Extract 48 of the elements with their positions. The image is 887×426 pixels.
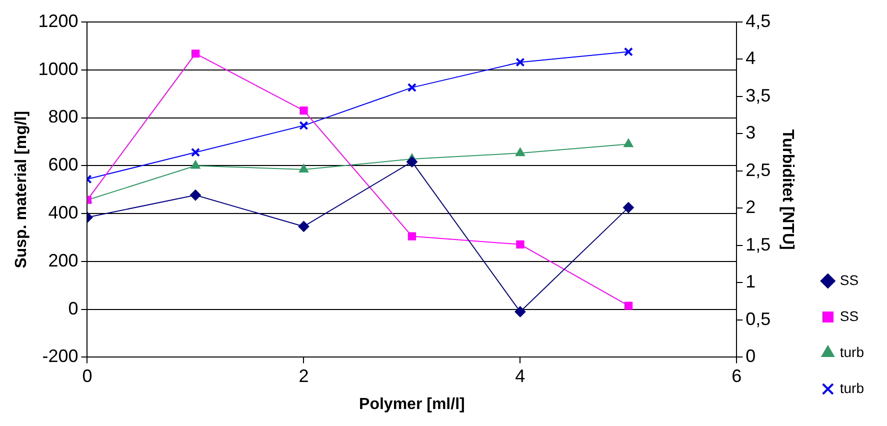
point	[406, 156, 418, 168]
y-tick-label: 800	[48, 106, 78, 127]
y2-tick-label: 4,5	[746, 10, 771, 31]
y-axis-title: Susp. material [mg/l]	[13, 110, 30, 268]
point	[624, 302, 632, 310]
point	[407, 83, 416, 92]
y-tick-label: 1000	[38, 58, 78, 79]
point	[516, 58, 525, 67]
y2-axis-title: Turbiditet [NTU]	[778, 129, 796, 250]
y2-tick-label: 2	[746, 197, 756, 218]
y2-tick-label: 4	[746, 48, 756, 68]
y-tick-label: 400	[48, 202, 78, 223]
point	[298, 220, 310, 232]
point	[190, 148, 200, 157]
y-tick-label: 200	[48, 250, 78, 270]
y2-tick-label: 3	[746, 122, 756, 143]
y-tick-label: 0	[68, 298, 78, 318]
legend-label: SS	[840, 308, 859, 324]
y2-tick-label: 2,5	[746, 160, 771, 180]
point	[191, 50, 200, 58]
point	[408, 232, 416, 240]
x-tick-label: 4	[515, 366, 526, 386]
point	[300, 106, 308, 115]
y-tick-label: 600	[48, 154, 78, 175]
point	[624, 138, 634, 148]
y2-tick-label: 1	[746, 272, 756, 292]
x-tick-label: 2	[298, 366, 309, 386]
y-tick-label: -200	[42, 346, 78, 366]
y2-tick-label: 3,5	[746, 85, 771, 106]
point	[516, 240, 524, 248]
point	[515, 148, 526, 156]
point	[622, 202, 634, 214]
point	[190, 190, 201, 201]
point	[298, 164, 309, 172]
point	[624, 47, 633, 56]
point	[299, 121, 308, 130]
y2-tick-label: 0	[746, 346, 756, 366]
legend-label: SS	[840, 272, 859, 288]
y2-tick-label: 1,5	[746, 234, 771, 254]
y-tick-label: 1200	[38, 10, 78, 31]
legend-label: turb	[840, 380, 864, 396]
x-tick-label: 6	[732, 366, 742, 386]
point	[190, 160, 200, 169]
y2-tick-label: 0,5	[746, 308, 771, 329]
x-axis-title: Polymer [ml/l]	[359, 396, 465, 413]
x-tick-label: 0	[82, 366, 92, 386]
legend-label: turb	[840, 344, 864, 360]
point	[514, 306, 526, 318]
